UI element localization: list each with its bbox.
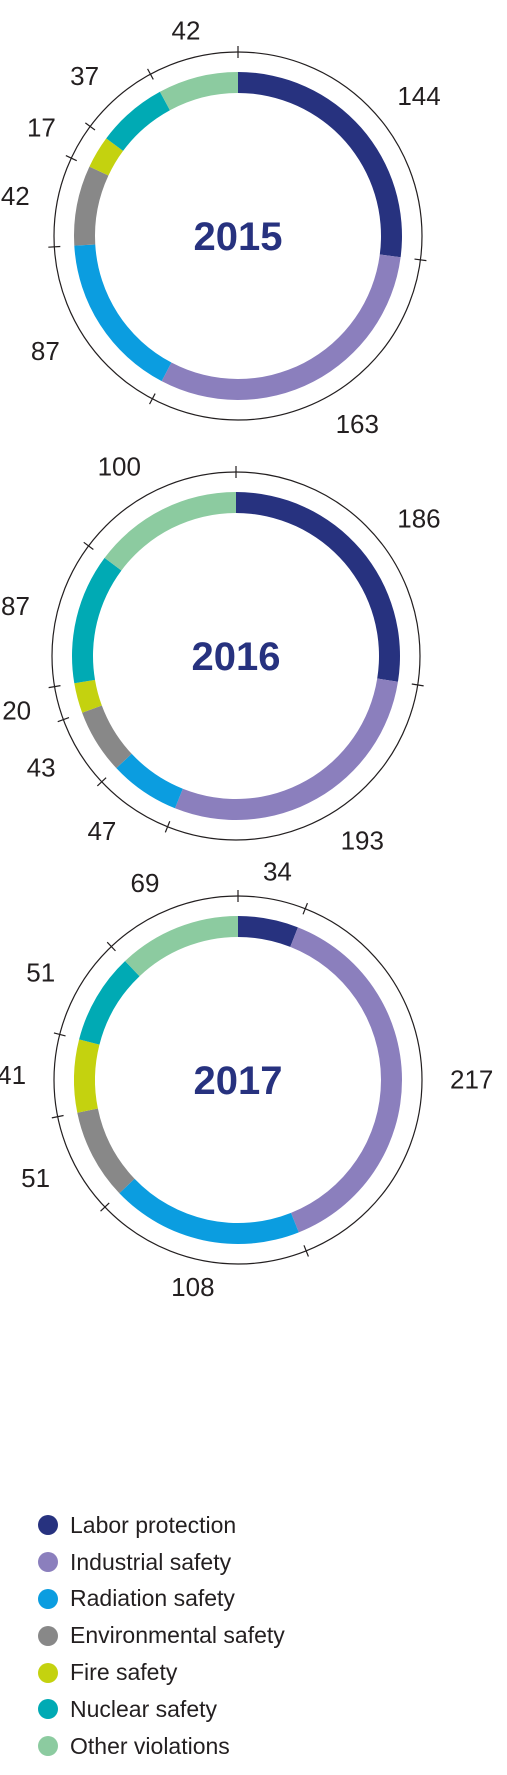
- slice-fire-safety-2016: [74, 679, 102, 713]
- legend-label-labor-protection: Labor protection: [70, 1511, 237, 1538]
- slice-labor-protection-2016: [236, 492, 400, 682]
- slice-fire-safety-2017: [74, 1039, 100, 1113]
- tick-2015-1: [149, 393, 156, 405]
- value-label-fire-safety-2017: 41: [0, 1060, 26, 1090]
- tick-2016-0: [411, 683, 424, 687]
- slice-other-violations-2017: [125, 916, 238, 977]
- slice-other-violations-2016: [104, 492, 236, 571]
- legend-label-nuclear-safety: Nuclear safety: [70, 1695, 218, 1722]
- slice-nuclear-safety-2016: [72, 557, 122, 684]
- slice-nuclear-safety-2015: [106, 91, 170, 151]
- value-label-other-violations-2015: 42: [171, 15, 200, 45]
- tick-2016-2: [96, 777, 107, 787]
- legend-swatch-fire-safety: [38, 1662, 58, 1683]
- value-label-industrial-safety-2016: 193: [341, 825, 384, 855]
- slice-industrial-safety-2015: [161, 254, 401, 400]
- value-label-industrial-safety-2017: 217: [450, 1064, 493, 1094]
- value-label-labor-protection-2016: 186: [397, 503, 440, 533]
- tick-2017-3: [51, 1114, 64, 1119]
- tick-2017-0: [302, 902, 308, 915]
- year-label-2015: 2015: [194, 215, 283, 259]
- donut-chart-2015: 144 163 87 42 17 37 42 2015: [1, 15, 441, 439]
- value-label-labor-protection-2015: 144: [397, 81, 440, 111]
- legend-swatch-environmental-safety: [38, 1625, 58, 1646]
- legend-swatch-radiation-safety: [38, 1588, 58, 1609]
- legend-item-nuclear-safety: Nuclear safety: [38, 1691, 285, 1728]
- donut-chart-2017: 34 217 108 51 41 51 69 2017: [0, 857, 493, 1302]
- year-label-2017: 2017: [194, 1059, 283, 1103]
- slice-environmental-safety-2016: [82, 705, 132, 769]
- legend-swatch-industrial-safety: [38, 1552, 58, 1573]
- value-label-radiation-safety-2016: 47: [87, 816, 116, 846]
- legend-item-environmental-safety: Environmental safety: [38, 1617, 285, 1654]
- donut-charts: 144 163 87 42 17 37 42 2015 186 193 47 43 20 87 100 201…: [0, 15, 493, 1302]
- slice-labor-protection-2017: [238, 916, 298, 947]
- value-label-other-violations-2016: 100: [98, 451, 141, 481]
- value-label-industrial-safety-2015: 163: [336, 409, 379, 439]
- value-label-radiation-safety-2015: 87: [31, 336, 60, 366]
- value-label-environmental-safety-2017: 51: [21, 1163, 50, 1193]
- legend-swatch-labor-protection: [38, 1515, 58, 1536]
- slice-radiation-safety-2016: [116, 753, 183, 809]
- slice-radiation-safety-2015: [74, 244, 172, 382]
- value-label-environmental-safety-2015: 42: [1, 181, 30, 211]
- legend-label-environmental-safety: Environmental safety: [70, 1622, 285, 1649]
- slice-industrial-safety-2017: [290, 927, 402, 1233]
- slice-labor-protection-2015: [238, 72, 402, 258]
- tick-2016-3: [57, 717, 70, 723]
- value-label-other-violations-2017: 69: [131, 868, 160, 898]
- tick-2017-5: [106, 941, 116, 952]
- value-label-labor-protection-2017: 34: [263, 857, 292, 887]
- value-label-radiation-safety-2017: 108: [171, 1272, 214, 1302]
- value-label-nuclear-safety-2016: 87: [1, 591, 30, 621]
- tick-2015-5: [147, 68, 154, 80]
- legend-label-radiation-safety: Radiation safety: [70, 1585, 235, 1612]
- value-label-fire-safety-2016: 20: [2, 696, 31, 726]
- tick-2016-4: [48, 685, 61, 689]
- value-label-nuclear-safety-2017: 51: [26, 958, 55, 988]
- legend-label-other-violations: Other violations: [70, 1732, 230, 1759]
- year-label-2016: 2016: [192, 635, 281, 679]
- slice-radiation-safety-2017: [119, 1178, 299, 1245]
- legend-item-radiation-safety: Radiation safety: [38, 1581, 285, 1618]
- value-label-fire-safety-2015: 17: [27, 112, 56, 142]
- tick-2017-2: [100, 1202, 110, 1212]
- tick-2017-1: [303, 1245, 309, 1257]
- value-label-nuclear-safety-2015: 37: [70, 61, 99, 91]
- slice-other-violations-2015: [159, 72, 238, 111]
- value-label-environmental-safety-2016: 43: [27, 752, 56, 782]
- donut-chart-2016: 186 193 47 43 20 87 100 2016: [1, 451, 441, 855]
- slice-environmental-safety-2017: [77, 1108, 135, 1194]
- tick-2015-4: [84, 122, 96, 131]
- legend-label-fire-safety: Fire safety: [70, 1659, 178, 1686]
- tick-2016-1: [164, 821, 171, 833]
- slice-environmental-safety-2015: [74, 166, 109, 246]
- legend-item-industrial-safety: Industrial safety: [38, 1544, 285, 1581]
- tick-2016-5: [83, 541, 94, 550]
- tick-2017-4: [53, 1032, 66, 1037]
- legend-item-other-violations: Other violations: [38, 1728, 285, 1765]
- tick-2015-2: [48, 245, 61, 248]
- legend-label-industrial-safety: Industrial safety: [70, 1548, 232, 1575]
- tick-2015-3: [65, 155, 77, 162]
- legend-item-fire-safety: Fire safety: [38, 1654, 285, 1691]
- legend: Labor protection Industrial safety Radia…: [38, 1507, 285, 1765]
- slice-fire-safety-2015: [89, 138, 124, 176]
- legend-swatch-other-violations: [38, 1736, 58, 1757]
- tick-2015-0: [414, 258, 427, 262]
- legend-item-labor-protection: Labor protection: [38, 1507, 285, 1544]
- slice-industrial-safety-2016: [175, 678, 398, 820]
- legend-swatch-nuclear-safety: [38, 1699, 58, 1720]
- slice-nuclear-safety-2017: [79, 961, 140, 1045]
